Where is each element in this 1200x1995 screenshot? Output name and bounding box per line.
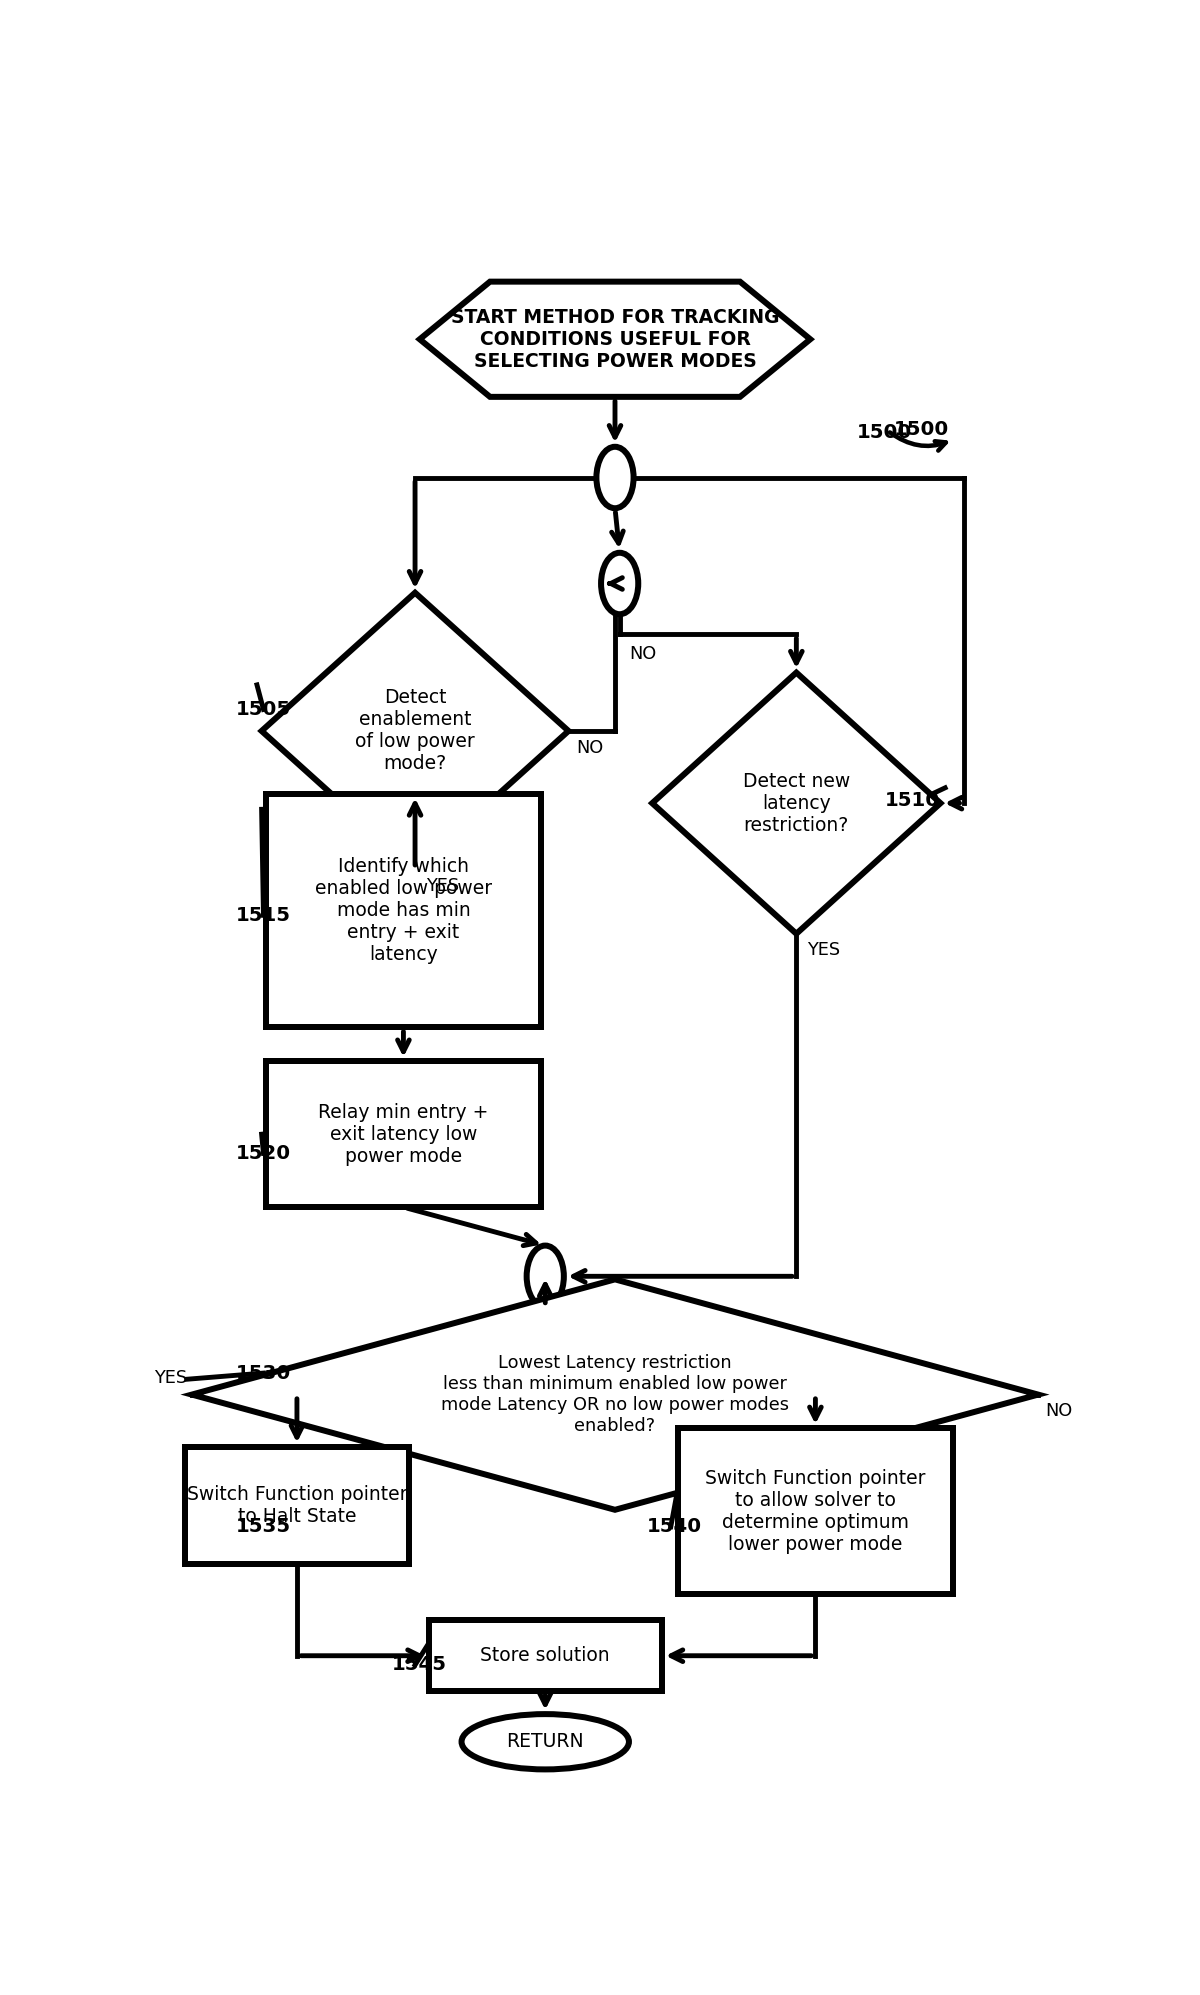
Text: Lowest Latency restriction
less than minimum enabled low power
mode Latency OR n: Lowest Latency restriction less than min…: [442, 1355, 790, 1434]
Text: RETURN: RETURN: [506, 1732, 584, 1752]
Polygon shape: [420, 281, 810, 397]
Text: Detect
enablement
of low power
mode?: Detect enablement of low power mode?: [355, 688, 475, 774]
Circle shape: [601, 553, 638, 614]
Text: 1540: 1540: [647, 1516, 702, 1536]
Ellipse shape: [462, 1714, 629, 1770]
Text: 1510: 1510: [884, 790, 940, 810]
Text: 1500: 1500: [894, 421, 949, 439]
Text: NO: NO: [576, 738, 604, 756]
Text: 1520: 1520: [235, 1143, 290, 1163]
Text: 1545: 1545: [391, 1656, 446, 1674]
Text: YES: YES: [426, 878, 460, 896]
Circle shape: [527, 1245, 564, 1307]
Text: 1505: 1505: [235, 700, 290, 718]
Text: NO: NO: [629, 644, 656, 662]
Bar: [678, 1428, 953, 1594]
Circle shape: [596, 447, 634, 509]
Polygon shape: [262, 593, 569, 870]
Text: Detect new
latency
restriction?: Detect new latency restriction?: [743, 772, 850, 834]
Text: Store solution: Store solution: [480, 1646, 610, 1666]
Text: Identify which
enabled low power
mode has min
entry + exit
latency: Identify which enabled low power mode ha…: [314, 858, 492, 964]
Text: NO: NO: [1045, 1402, 1073, 1420]
Text: YES: YES: [808, 942, 841, 960]
Polygon shape: [653, 672, 941, 934]
Text: Switch Function pointer
to Halt State: Switch Function pointer to Halt State: [187, 1484, 407, 1526]
Text: 1515: 1515: [235, 906, 290, 926]
Bar: [185, 1446, 408, 1564]
Bar: [266, 794, 540, 1027]
Bar: [266, 1061, 540, 1207]
Text: 1500: 1500: [857, 423, 912, 443]
Bar: [430, 1620, 661, 1692]
Polygon shape: [192, 1279, 1038, 1510]
Text: Switch Function pointer
to allow solver to
determine optimum
lower power mode: Switch Function pointer to allow solver …: [706, 1468, 925, 1554]
Text: Relay min entry +
exit latency low
power mode: Relay min entry + exit latency low power…: [318, 1103, 488, 1165]
Text: 1535: 1535: [235, 1516, 290, 1536]
Text: 1530: 1530: [235, 1363, 290, 1383]
Text: START METHOD FOR TRACKING
CONDITIONS USEFUL FOR
SELECTING POWER MODES: START METHOD FOR TRACKING CONDITIONS USE…: [451, 307, 779, 371]
Text: YES: YES: [154, 1369, 187, 1387]
